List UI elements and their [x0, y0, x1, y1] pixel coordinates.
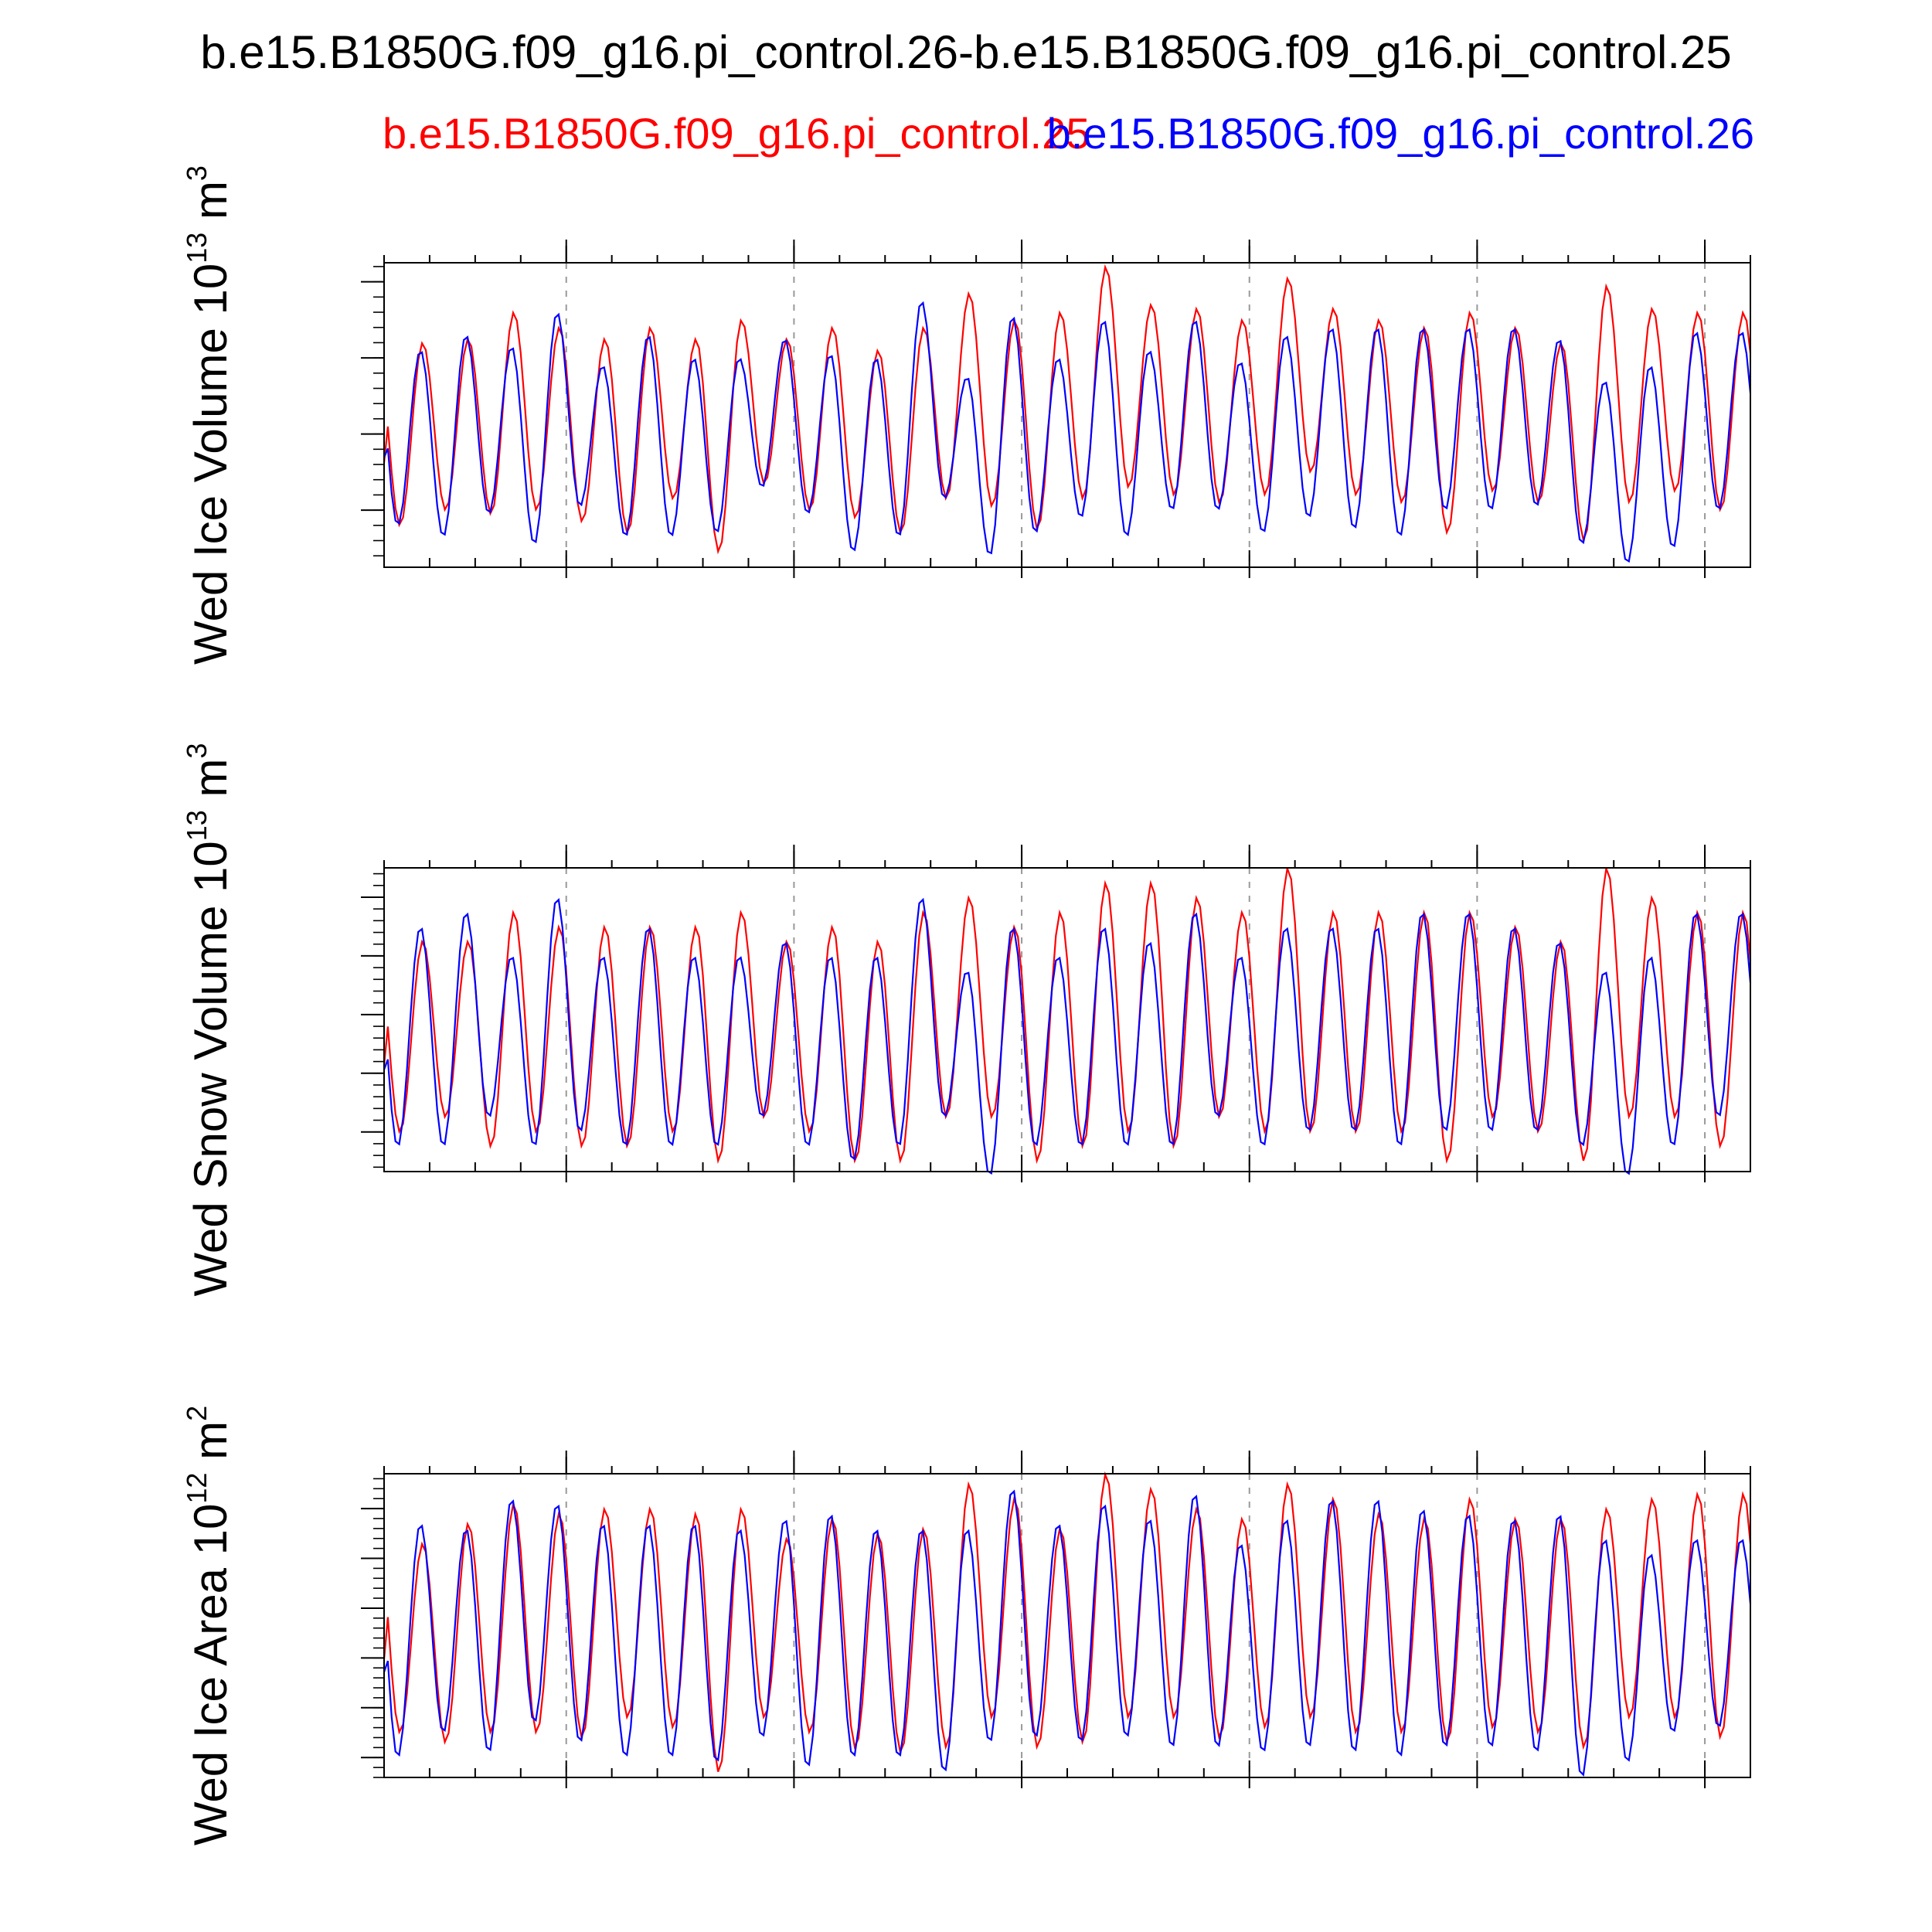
y-axis-title-superscript: 12 [181, 1473, 213, 1504]
main-title: b.e15.B1850G.f09_g16.pi_control.26-b.e15… [200, 26, 1732, 78]
y-axis-title-part: m [185, 1421, 236, 1473]
series-line-blue [383, 1489, 1752, 1777]
y-axis-title-superscript: 2 [181, 1406, 213, 1421]
series-line-red [383, 868, 1752, 1165]
series-line-red [383, 1471, 1752, 1772]
panel-1: Wed Ice Volume 1013 m3 [181, 165, 1752, 665]
y-axis-title-part: Wed Snow Volume 10 [185, 841, 236, 1296]
y-axis-title-part: m [185, 181, 236, 233]
y-axis-title: Wed Snow Volume 1013 m3 [181, 743, 236, 1297]
y-axis-title-superscript: 13 [181, 233, 213, 264]
legend-case-red: b.e15.B1850G.f09_g16.pi_control.25 [383, 109, 1090, 158]
y-axis-title-part: m [185, 759, 236, 811]
y-axis-title-superscript: 13 [181, 810, 213, 841]
y-axis-title-superscript: 3 [181, 743, 213, 759]
y-axis-title-superscript: 3 [181, 165, 213, 181]
y-axis-title: Wed Ice Area 1012 m2 [181, 1406, 236, 1845]
y-axis-title-part: Wed Ice Area 10 [185, 1504, 236, 1846]
series-line-blue [383, 897, 1752, 1175]
y-axis-title-part: Wed Ice Volume 10 [185, 264, 236, 665]
series-line-red [383, 264, 1752, 555]
legend-case-blue: b.e15.B1850G.f09_g16.pi_control.26 [1047, 109, 1754, 158]
series-line-blue [383, 301, 1752, 563]
y-axis-title: Wed Ice Volume 1013 m3 [181, 165, 236, 665]
plot-frame [383, 1473, 1751, 1778]
panel-3: Wed Ice Area 1012 m2 [181, 1406, 1752, 1845]
panel-2: Wed Snow Volume 1013 m3 [181, 743, 1752, 1297]
